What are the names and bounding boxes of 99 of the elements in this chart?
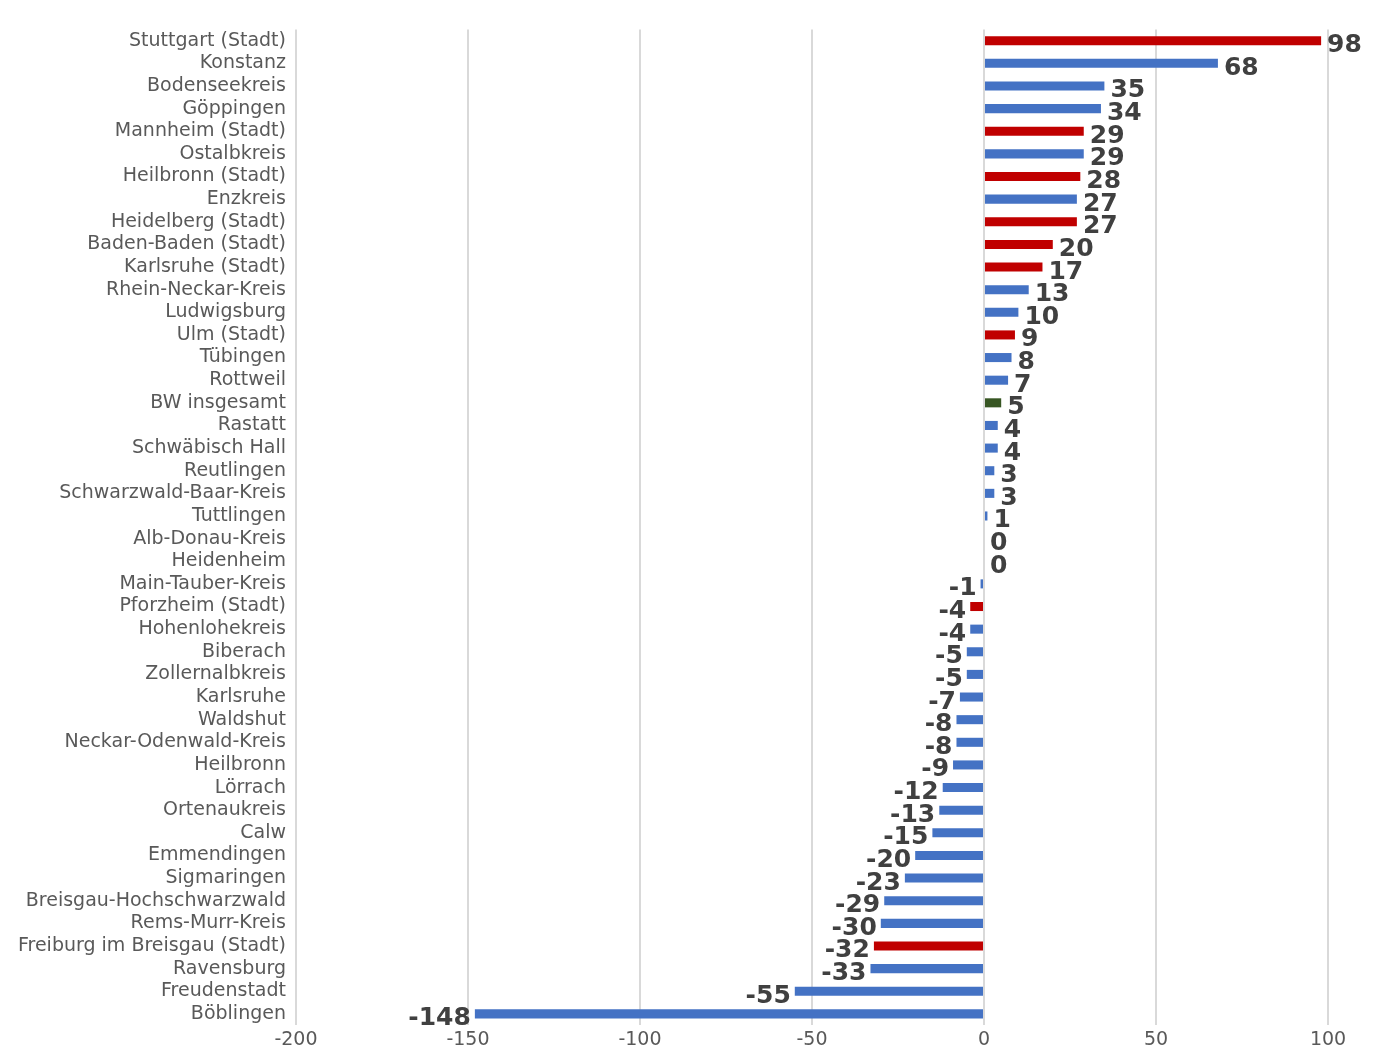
y-tick-label: Breisgau-Hochschwarzwald xyxy=(25,887,286,910)
data-label: -20 xyxy=(866,843,912,873)
bar xyxy=(966,669,983,679)
y-tick-label: Freiburg im Breisgau (Stadt) xyxy=(17,932,286,955)
bar xyxy=(985,466,995,476)
y-tick-label: Baden-Baden (Stadt) xyxy=(87,231,286,254)
bar xyxy=(985,375,1009,385)
y-tick-label: Heilbronn xyxy=(194,751,286,774)
y-tick-label: Freudenstadt xyxy=(161,978,286,1001)
y-tick-label: Emmendingen xyxy=(148,842,286,865)
y-tick-label: Bodenseekreis xyxy=(146,72,286,95)
y-tick-label: Konstanz xyxy=(199,50,287,73)
x-tick-label: -100 xyxy=(618,1026,662,1049)
bar xyxy=(985,488,995,498)
bar xyxy=(870,964,983,974)
bar xyxy=(985,126,1084,136)
y-tick-label: BW insgesamt xyxy=(150,389,286,412)
y-tick-label: Karlsruhe (Stadt) xyxy=(124,253,286,276)
bar xyxy=(932,828,983,838)
x-tick-label: 0 xyxy=(977,1026,991,1049)
bar xyxy=(985,443,998,453)
y-tick-label: Sigmaringen xyxy=(165,865,286,888)
bar xyxy=(985,217,1077,227)
y-tick-label: Alb-Donau-Kreis xyxy=(133,525,286,548)
bar xyxy=(966,647,983,657)
y-tick-label: Zollernalbkreis xyxy=(145,661,286,684)
y-tick-label: Enzkreis xyxy=(206,186,286,209)
bar xyxy=(985,171,1081,182)
y-tick-label: Tuttlingen xyxy=(190,502,286,525)
bar xyxy=(942,783,983,793)
bar xyxy=(985,420,998,430)
bar xyxy=(985,81,1105,91)
bar xyxy=(985,511,988,521)
data-label: -5 xyxy=(935,662,963,692)
y-tick-label: Tübingen xyxy=(198,344,286,367)
y-tick-label: Ludwigsburg xyxy=(165,299,286,322)
bar xyxy=(985,104,1101,114)
bar xyxy=(970,624,983,634)
bar xyxy=(985,307,1019,317)
bar xyxy=(985,149,1084,159)
y-tick-label: Schwarzwald-Baar-Kreis xyxy=(59,480,286,503)
y-tick-label: Böblingen xyxy=(190,1000,286,1023)
bar xyxy=(985,398,1002,408)
bar xyxy=(904,873,983,883)
y-tick-label: Stuttgart (Stadt) xyxy=(129,27,286,50)
y-tick-label: Ostalbkreis xyxy=(179,140,286,163)
y-tick-label: Lörrach xyxy=(214,774,286,797)
y-tick-label: Hohenlohekreis xyxy=(138,616,286,639)
data-label: 98 xyxy=(1327,29,1362,59)
y-tick-label: Göppingen xyxy=(182,95,286,118)
y-tick-label: Karlsruhe xyxy=(195,683,286,706)
y-tick-label: Waldshut xyxy=(197,706,286,729)
y-tick-label: Rottweil xyxy=(209,367,286,390)
bar xyxy=(985,239,1053,249)
bar xyxy=(939,805,983,815)
bar xyxy=(956,715,983,725)
bar xyxy=(985,36,1322,46)
bar xyxy=(915,850,983,860)
y-tick-label: Ulm (Stadt) xyxy=(176,321,286,344)
bar xyxy=(985,262,1043,272)
y-tick-label: Mannheim (Stadt) xyxy=(114,118,286,141)
bar xyxy=(985,330,1015,340)
x-tick-label: 100 xyxy=(1309,1026,1347,1049)
bar xyxy=(794,986,983,996)
bar xyxy=(880,918,983,928)
y-tick-label: Pforzheim (Stadt) xyxy=(119,593,286,616)
y-tick-label: Schwäbisch Hall xyxy=(131,435,286,458)
data-label: 68 xyxy=(1223,51,1259,81)
data-label: -55 xyxy=(745,979,791,1009)
bar xyxy=(956,737,983,747)
data-label: 20 xyxy=(1058,232,1094,262)
bar xyxy=(985,285,1029,295)
y-tick-label: Heidelberg (Stadt) xyxy=(110,208,286,231)
data-label: 0 xyxy=(990,549,1008,579)
y-tick-label: Neckar-Odenwald-Kreis xyxy=(64,729,286,752)
y-tick-label: Reutlingen xyxy=(184,457,286,480)
y-tick-label: Main-Tauber-Kreis xyxy=(119,570,286,593)
y-tick-label: Biberach xyxy=(201,638,286,661)
data-label: 4 xyxy=(1003,413,1022,443)
bar xyxy=(959,692,983,702)
bar xyxy=(873,941,983,951)
y-tick-label: Rems-Murr-Kreis xyxy=(130,910,286,933)
y-tick-label: Heilbronn (Stadt) xyxy=(122,163,286,186)
bar xyxy=(970,601,983,612)
bar xyxy=(985,58,1218,68)
bar xyxy=(953,760,983,770)
bar xyxy=(985,194,1077,204)
y-tick-label: Ortenaukreis xyxy=(163,797,286,820)
data-label: -33 xyxy=(821,957,867,987)
bar xyxy=(884,896,983,906)
x-tick-label: 50 xyxy=(1143,1026,1169,1049)
y-tick-label: Rastatt xyxy=(217,412,286,435)
y-tick-label: Rhein-Neckar-Kreis xyxy=(106,276,286,299)
y-tick-label: Calw xyxy=(240,819,286,842)
x-tick-label: -50 xyxy=(796,1026,828,1049)
bar xyxy=(985,353,1012,363)
y-tick-label: Heidenheim xyxy=(171,548,286,571)
y-tick-label: Ravensburg xyxy=(173,955,286,978)
x-tick-label: -200 xyxy=(274,1026,318,1049)
